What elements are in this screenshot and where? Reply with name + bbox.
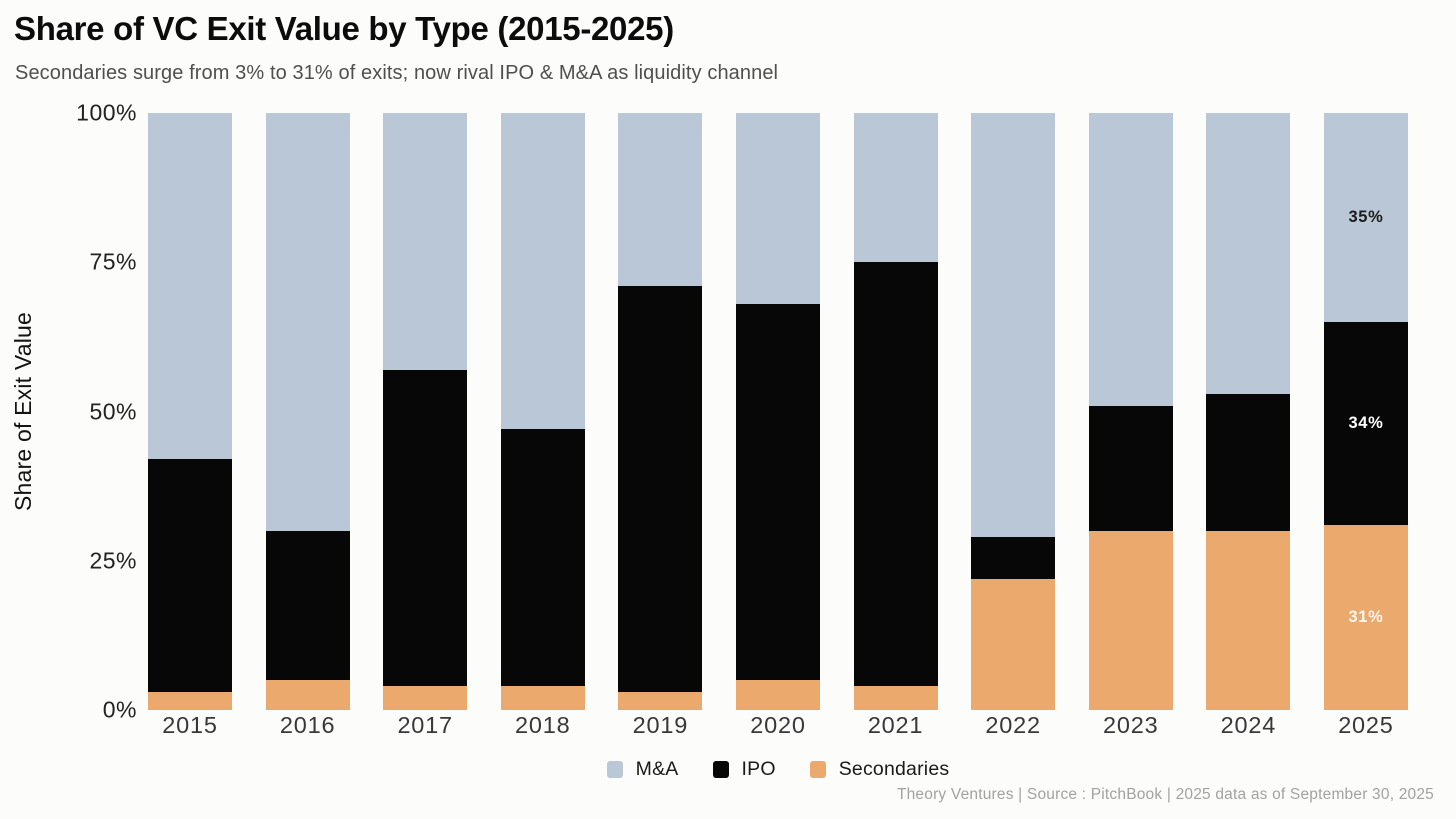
x-tick-2020: 2020 — [750, 712, 806, 738]
bar-segment-2024-secondaries[interactable] — [1206, 530, 1291, 710]
chart-subtitle: Secondaries surge from 3% to 31% of exit… — [15, 62, 779, 84]
chart-title: Share of VC Exit Value by Type (2015-202… — [14, 10, 674, 47]
bar-2023 — [1088, 113, 1173, 710]
plot-area: 35% 34% 31% — [148, 113, 1408, 710]
bar-segment-2015-ma[interactable] — [148, 113, 232, 460]
x-tick-2025: 2025 — [1338, 712, 1394, 738]
ipo-legend-label: IPO — [741, 757, 776, 780]
y-tick-50: 50% — [89, 398, 137, 424]
bar-segment-2025-secondaries[interactable]: 31% — [1323, 524, 1408, 710]
bar-segment-2020-ipo[interactable] — [735, 304, 820, 681]
x-tick-2015: 2015 — [162, 712, 218, 738]
bar-segment-2019-ipo[interactable] — [618, 286, 703, 693]
bar-segment-2025-ma[interactable]: 35% — [1323, 113, 1408, 322]
bar-2021 — [853, 113, 938, 710]
bar-segment-2024-ma[interactable] — [1206, 113, 1291, 394]
bar-segment-2020-secondaries[interactable] — [735, 680, 820, 710]
x-axis-labels: 2015 2016 2017 2018 2019 2020 2021 2022 2023 2024… — [148, 712, 1408, 739]
bar-segment-2025-ipo[interactable]: 34% — [1323, 321, 1408, 525]
bar-2024 — [1206, 113, 1291, 710]
bar-segment-2021-secondaries[interactable] — [853, 686, 938, 710]
bar-segment-2015-ipo[interactable] — [148, 459, 232, 693]
segment-value-label-2025-secondaries: 31% — [1348, 607, 1384, 626]
legend-item-ipo[interactable]: IPO — [712, 757, 776, 781]
y-tick-100: 100% — [76, 99, 137, 126]
x-tick-2018: 2018 — [515, 712, 571, 738]
bar-segment-2019-ma[interactable] — [618, 113, 703, 287]
y-tick-25: 25% — [89, 547, 137, 574]
bar-segment-2024-ipo[interactable] — [1206, 393, 1291, 531]
x-tick-2024: 2024 — [1220, 712, 1277, 738]
bar-segment-2022-ipo[interactable] — [971, 536, 1056, 579]
ma-legend-label: M&A — [635, 757, 679, 780]
bar-segment-2017-ma[interactable] — [383, 113, 468, 370]
x-tick-2017: 2017 — [397, 712, 453, 738]
bar-segment-2023-ma[interactable] — [1088, 113, 1173, 406]
legend-item-secondaries[interactable]: Secondaries — [809, 757, 950, 781]
bar-segment-2018-ma[interactable] — [500, 113, 585, 430]
legend-item-ma[interactable]: M&A — [606, 757, 679, 781]
legend: M&A IPO Secondaries — [148, 753, 1408, 785]
y-axis-ticks: 100% 75% 50% 25% 0% — [0, 100, 137, 723]
bar-segment-2016-ma[interactable] — [265, 113, 350, 531]
bar-segment-2021-ipo[interactable] — [853, 262, 938, 687]
x-tick-2021: 2021 — [867, 712, 924, 738]
segment-value-label-2025-ma: 35% — [1348, 208, 1384, 226]
bar-segment-2023-ipo[interactable] — [1088, 405, 1173, 531]
bar-segment-2022-ma[interactable] — [971, 113, 1056, 537]
y-tick-0: 0% — [102, 696, 137, 723]
segment-value-label-2025-ipo: 34% — [1348, 413, 1384, 432]
x-tick-2022: 2022 — [985, 712, 1041, 738]
source-attribution: Theory Ventures | Source : PitchBook | 2… — [896, 786, 1434, 803]
bar-2016 — [265, 113, 350, 710]
bar-segment-2017-ipo[interactable] — [383, 369, 468, 687]
bar-2015 — [148, 113, 232, 710]
ma-legend-swatch — [606, 760, 623, 778]
bar-2018 — [500, 113, 585, 710]
bar-segment-2020-ma[interactable] — [735, 113, 820, 305]
bar-segment-2017-secondaries[interactable] — [383, 686, 468, 710]
bar-segment-2018-secondaries[interactable] — [500, 686, 585, 710]
bar-2022 — [971, 113, 1056, 710]
bar-segment-2018-ipo[interactable] — [500, 429, 585, 687]
bars-row: 35% 34% 31% — [148, 113, 1408, 710]
bar-segment-2022-secondaries[interactable] — [971, 578, 1056, 710]
x-tick-2016: 2016 — [279, 712, 336, 738]
bar-segment-2019-secondaries[interactable] — [618, 692, 703, 710]
bar-2020 — [735, 113, 820, 710]
y-tick-75: 75% — [89, 248, 137, 275]
bar-segment-2021-ma[interactable] — [853, 113, 938, 263]
bar-2017 — [383, 113, 468, 710]
bar-segment-2016-secondaries[interactable] — [265, 680, 350, 710]
x-tick-2023: 2023 — [1103, 712, 1159, 738]
bar-segment-2015-secondaries[interactable] — [148, 692, 232, 710]
bar-segment-2023-secondaries[interactable] — [1088, 530, 1173, 710]
x-tick-2019: 2019 — [632, 712, 689, 738]
ipo-legend-swatch — [712, 760, 729, 778]
bar-segment-2016-ipo[interactable] — [265, 530, 350, 681]
secondaries-legend-label: Secondaries — [838, 757, 950, 780]
secondaries-legend-swatch — [809, 760, 826, 778]
bar-2019 — [618, 113, 703, 710]
bar-2025: 35% 34% 31% — [1323, 113, 1408, 710]
